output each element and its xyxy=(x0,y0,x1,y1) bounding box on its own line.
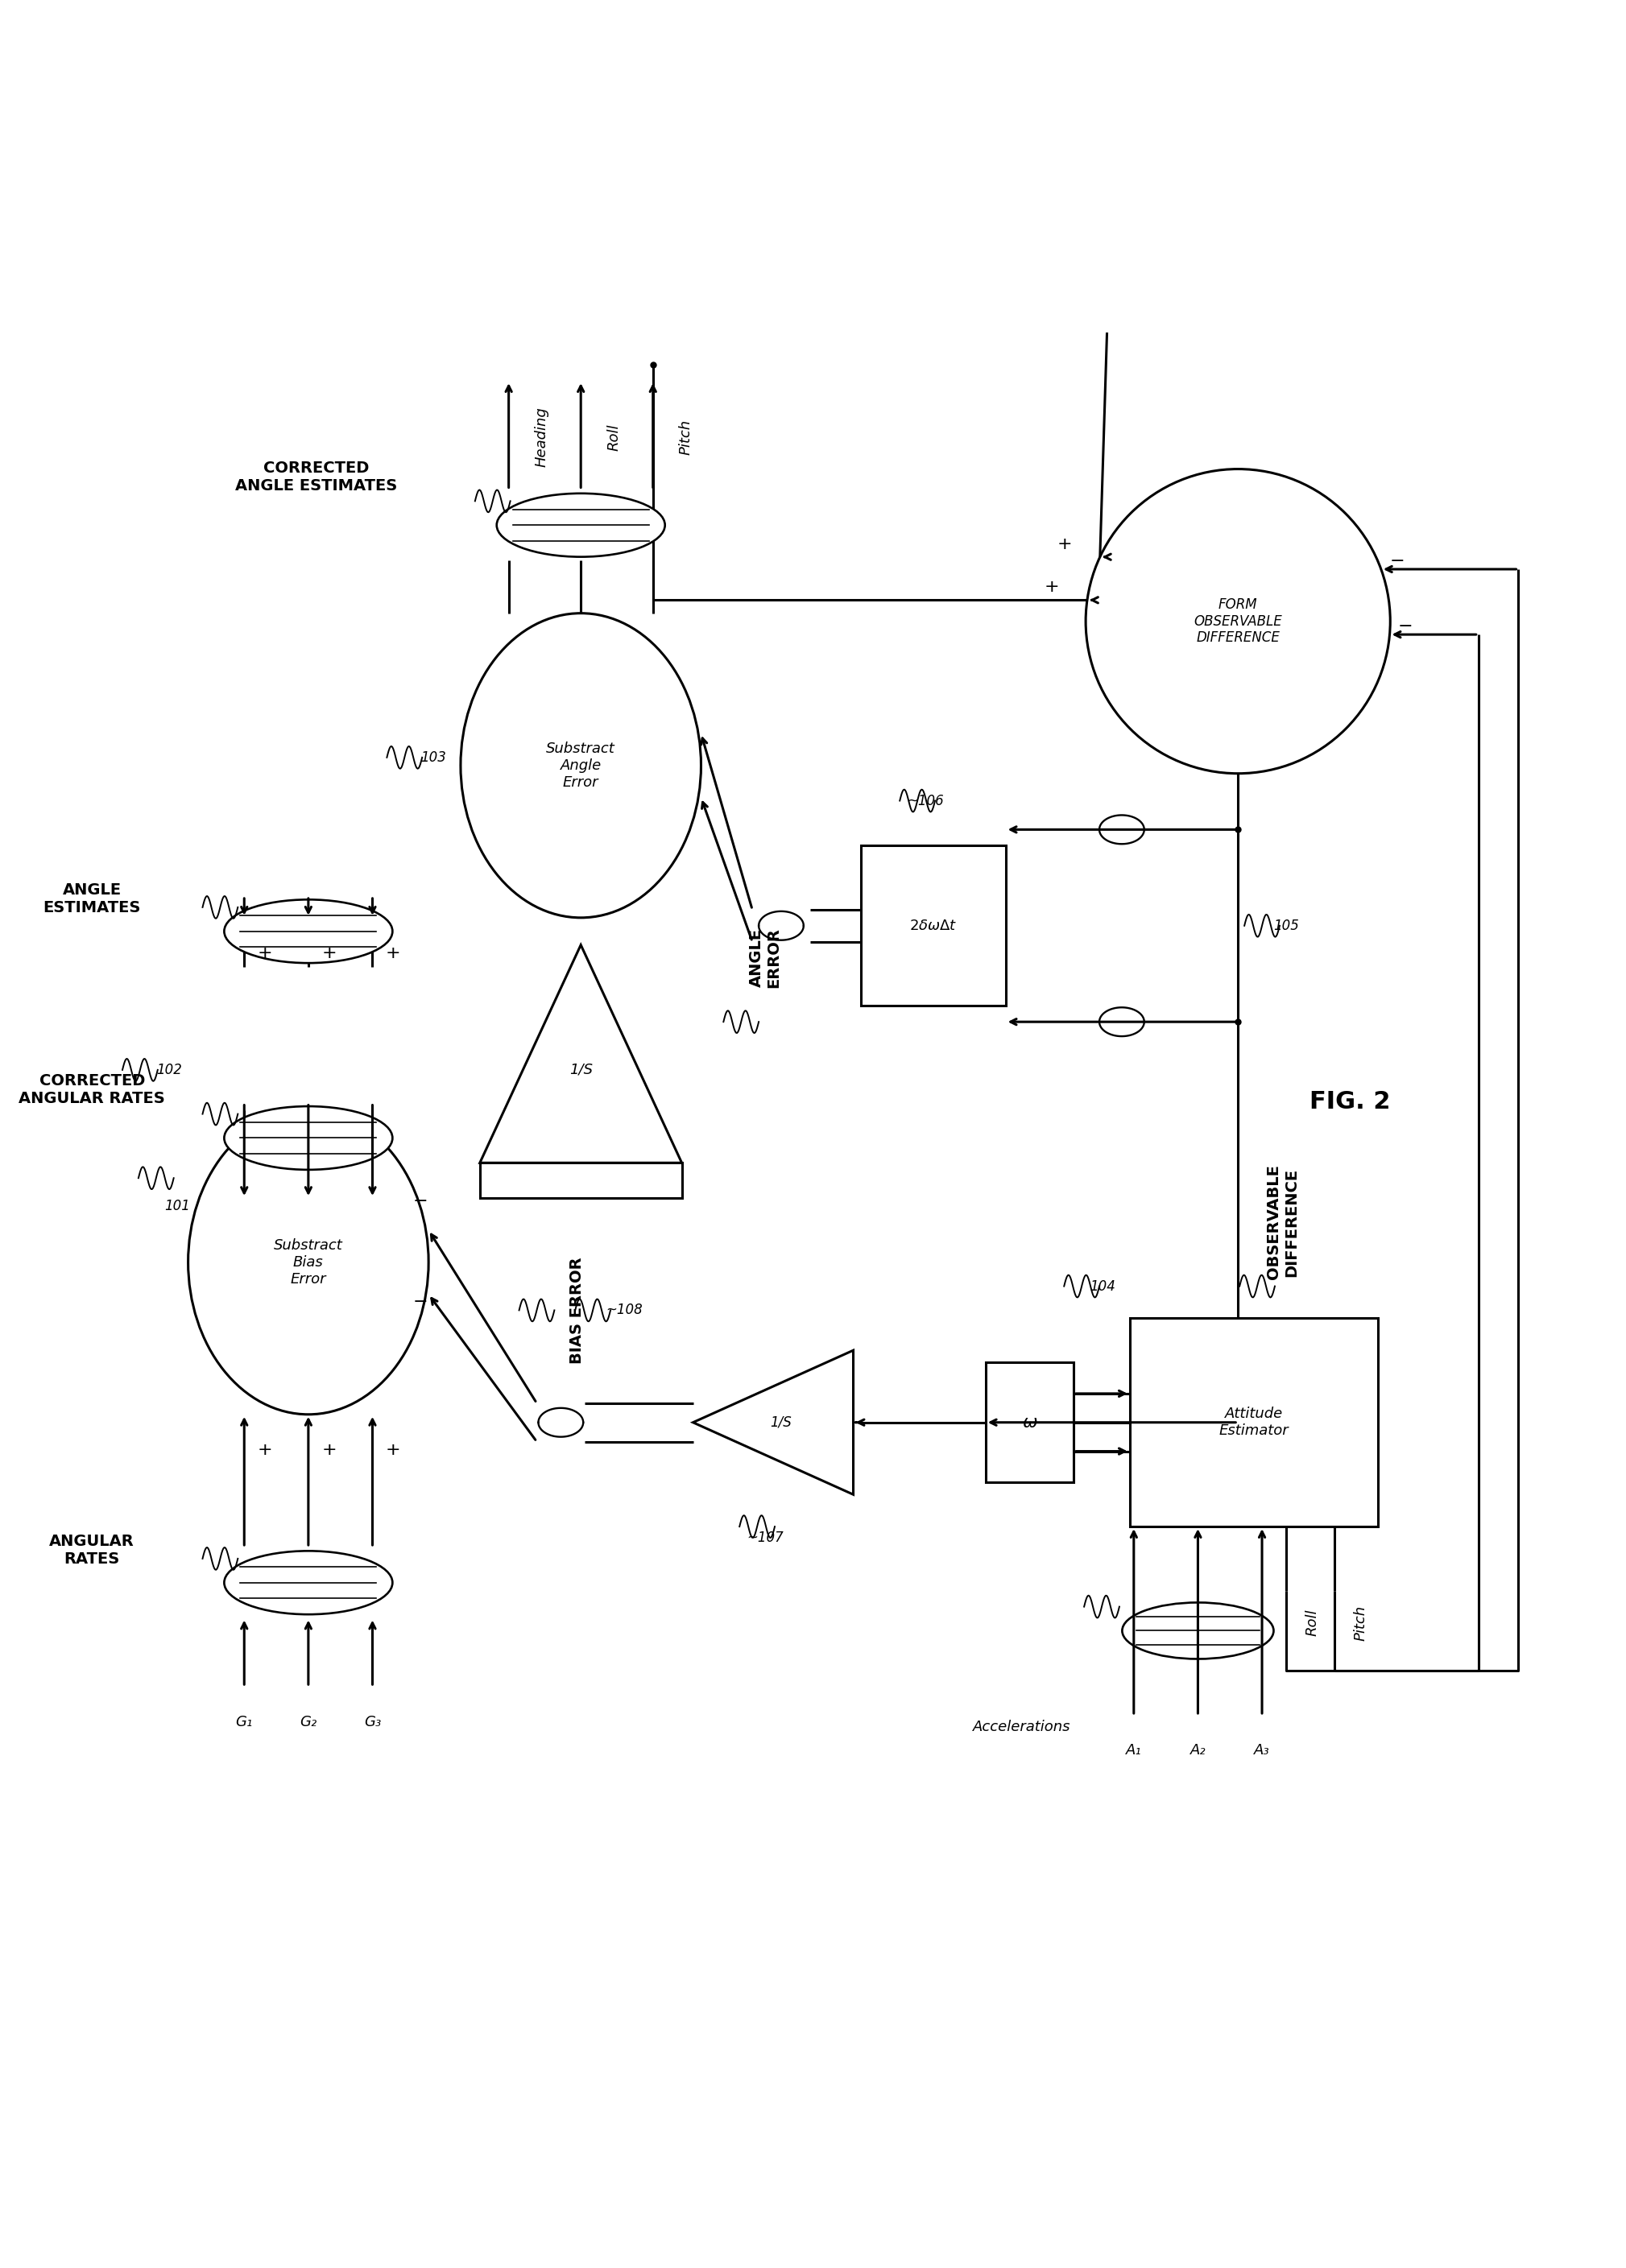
Text: 103: 103 xyxy=(421,751,446,764)
Ellipse shape xyxy=(496,494,665,558)
Text: Heading: Heading xyxy=(535,406,550,467)
Text: G₃: G₃ xyxy=(364,1715,380,1728)
Ellipse shape xyxy=(1086,469,1390,773)
Text: 101: 101 xyxy=(164,1200,190,1213)
Text: −: − xyxy=(1398,619,1413,635)
Text: +: + xyxy=(257,1442,273,1458)
Text: ANGULAR
RATES: ANGULAR RATES xyxy=(49,1533,135,1567)
Text: CORRECTED
ANGLE ESTIMATES: CORRECTED ANGLE ESTIMATES xyxy=(236,460,397,494)
Text: Pitch: Pitch xyxy=(678,420,693,456)
Text: ~107: ~107 xyxy=(746,1531,784,1545)
Text: Attitude
Estimator: Attitude Estimator xyxy=(1220,1406,1289,1438)
Text: $\omega$: $\omega$ xyxy=(1021,1415,1037,1431)
Text: Pitch: Pitch xyxy=(1353,1606,1367,1640)
Text: ~106: ~106 xyxy=(907,794,943,807)
Ellipse shape xyxy=(189,1109,429,1415)
Text: ANGLE
ESTIMATES: ANGLE ESTIMATES xyxy=(42,882,141,916)
Text: +: + xyxy=(322,946,337,962)
Text: CORRECTED
ANGULAR RATES: CORRECTED ANGULAR RATES xyxy=(20,1073,166,1107)
Ellipse shape xyxy=(1122,1603,1273,1658)
Text: ANGLE
ERROR: ANGLE ERROR xyxy=(748,928,782,989)
Text: Roll: Roll xyxy=(606,424,621,451)
Text: Substract
Bias
Error: Substract Bias Error xyxy=(273,1238,343,1286)
Text: Substract
Angle
Error: Substract Angle Error xyxy=(546,742,615,789)
Bar xyxy=(480,1163,681,1198)
Text: +: + xyxy=(322,1442,337,1458)
Text: G₂: G₂ xyxy=(299,1715,317,1728)
Ellipse shape xyxy=(460,612,701,919)
Text: +: + xyxy=(257,946,273,962)
Text: +: + xyxy=(1057,535,1072,551)
Text: 1/S: 1/S xyxy=(569,1064,592,1077)
Text: +: + xyxy=(385,1442,400,1458)
Text: FORM
OBSERVABLE
DIFFERENCE: FORM OBSERVABLE DIFFERENCE xyxy=(1193,596,1283,644)
Text: +: + xyxy=(1044,578,1060,594)
Bar xyxy=(985,1363,1073,1483)
Text: Accelerations: Accelerations xyxy=(972,1719,1070,1735)
Text: ~108: ~108 xyxy=(605,1304,642,1318)
Text: 102: 102 xyxy=(156,1064,182,1077)
Text: 105: 105 xyxy=(1273,919,1299,932)
Text: +: + xyxy=(385,946,400,962)
Bar xyxy=(1130,1318,1379,1526)
Polygon shape xyxy=(693,1349,854,1495)
Text: Roll: Roll xyxy=(1306,1610,1320,1635)
Text: BIAS ERROR: BIAS ERROR xyxy=(569,1256,584,1363)
Text: −: − xyxy=(1390,553,1405,569)
Text: $2\delta\omega\Delta t$: $2\delta\omega\Delta t$ xyxy=(909,919,958,932)
Text: G₁: G₁ xyxy=(236,1715,252,1728)
Ellipse shape xyxy=(224,1551,392,1615)
Text: 1/S: 1/S xyxy=(771,1415,792,1429)
Text: −: − xyxy=(413,1193,428,1209)
Text: FIG. 2: FIG. 2 xyxy=(1309,1091,1390,1114)
Text: OBSERVABLE
DIFFERENCE: OBSERVABLE DIFFERENCE xyxy=(1267,1163,1299,1279)
Text: −: − xyxy=(413,1295,428,1311)
Text: A₃: A₃ xyxy=(1254,1742,1270,1758)
Polygon shape xyxy=(480,946,681,1163)
Text: 104: 104 xyxy=(1089,1279,1115,1293)
Text: A₂: A₂ xyxy=(1190,1742,1206,1758)
Bar xyxy=(862,846,1005,1005)
Text: A₁: A₁ xyxy=(1125,1742,1141,1758)
Ellipse shape xyxy=(224,900,392,964)
Ellipse shape xyxy=(224,1107,392,1170)
